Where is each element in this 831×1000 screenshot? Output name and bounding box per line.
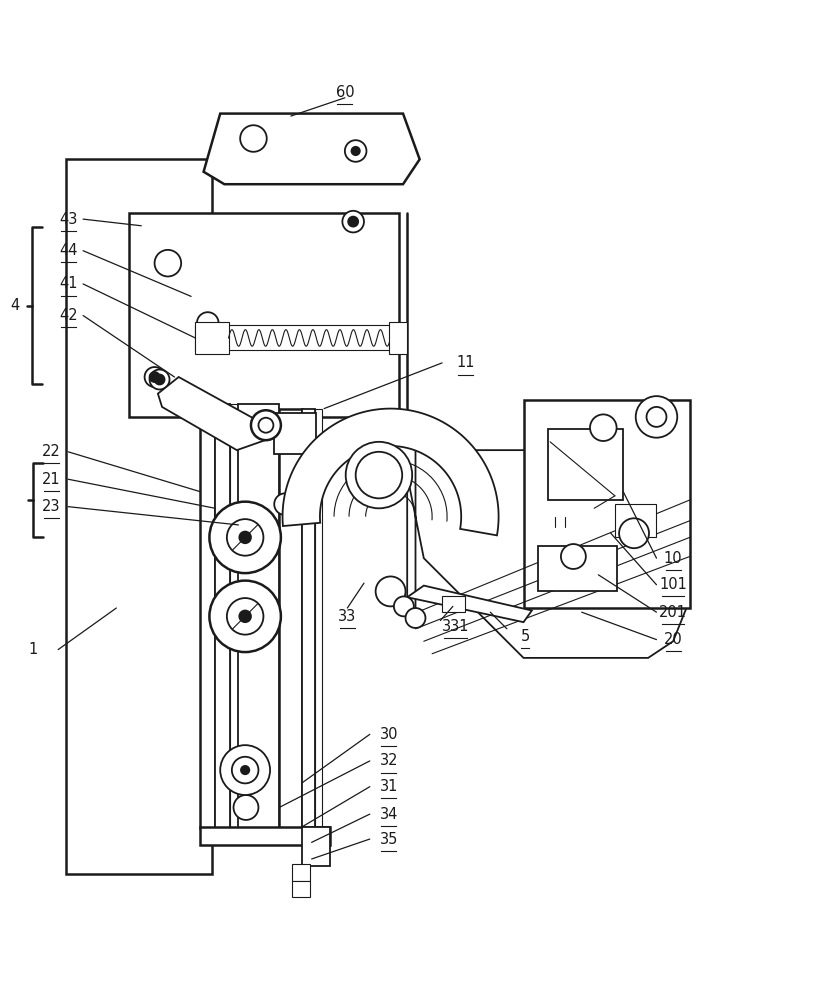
- Circle shape: [145, 367, 165, 387]
- Bar: [302, 409, 315, 828]
- Polygon shape: [407, 450, 690, 658]
- Circle shape: [352, 147, 360, 155]
- Circle shape: [348, 217, 358, 227]
- Circle shape: [356, 452, 402, 498]
- Circle shape: [346, 442, 412, 508]
- Text: 60: 60: [336, 85, 354, 100]
- Text: 44: 44: [59, 243, 77, 258]
- Circle shape: [342, 211, 364, 232]
- Circle shape: [619, 518, 649, 548]
- Bar: [129, 213, 399, 417]
- Text: 22: 22: [42, 444, 61, 459]
- Circle shape: [274, 493, 296, 515]
- Text: 30: 30: [380, 727, 398, 742]
- Text: 41: 41: [59, 276, 77, 291]
- Polygon shape: [407, 586, 532, 622]
- Bar: [215, 404, 230, 828]
- Circle shape: [232, 757, 258, 783]
- Text: 32: 32: [380, 753, 398, 768]
- Bar: [302, 827, 330, 866]
- Bar: [538, 546, 617, 591]
- Text: 201: 201: [659, 605, 687, 620]
- Circle shape: [209, 581, 281, 652]
- Text: 5: 5: [520, 629, 530, 644]
- Bar: [615, 504, 656, 537]
- Circle shape: [150, 370, 170, 389]
- Bar: [292, 864, 310, 881]
- Bar: [66, 159, 212, 874]
- Circle shape: [239, 532, 251, 543]
- Circle shape: [209, 502, 281, 573]
- Circle shape: [406, 608, 425, 628]
- Circle shape: [394, 596, 414, 616]
- Bar: [274, 413, 316, 454]
- Circle shape: [197, 312, 219, 334]
- Bar: [200, 827, 330, 845]
- Bar: [230, 404, 238, 828]
- Bar: [548, 429, 623, 500]
- Circle shape: [155, 375, 165, 384]
- Polygon shape: [204, 114, 420, 184]
- Bar: [195, 325, 391, 350]
- Bar: [389, 322, 407, 354]
- Circle shape: [590, 414, 617, 441]
- Circle shape: [241, 766, 249, 774]
- Text: 33: 33: [338, 609, 356, 624]
- Bar: [524, 400, 690, 608]
- Circle shape: [227, 598, 263, 635]
- Circle shape: [258, 418, 273, 433]
- Circle shape: [647, 407, 666, 427]
- Text: 101: 101: [659, 577, 687, 592]
- Bar: [315, 409, 322, 828]
- Bar: [292, 881, 310, 897]
- Circle shape: [220, 745, 270, 795]
- Circle shape: [150, 372, 160, 382]
- Text: 42: 42: [59, 308, 77, 323]
- Text: 4: 4: [10, 298, 20, 313]
- Circle shape: [239, 611, 251, 622]
- Text: 1: 1: [28, 642, 38, 657]
- Text: 35: 35: [380, 832, 398, 847]
- Text: 20: 20: [664, 632, 682, 647]
- Bar: [238, 404, 279, 828]
- Polygon shape: [283, 409, 499, 535]
- Circle shape: [345, 140, 366, 162]
- Circle shape: [561, 544, 586, 569]
- Circle shape: [636, 396, 677, 438]
- Text: 21: 21: [42, 472, 61, 487]
- Circle shape: [234, 795, 258, 820]
- Text: 34: 34: [380, 807, 398, 822]
- Text: 10: 10: [664, 551, 682, 566]
- Text: 31: 31: [380, 779, 398, 794]
- Text: 23: 23: [42, 499, 61, 514]
- Bar: [195, 322, 229, 354]
- Text: 331: 331: [441, 619, 470, 634]
- Circle shape: [240, 125, 267, 152]
- Text: 11: 11: [456, 355, 475, 370]
- Text: 43: 43: [59, 212, 77, 227]
- Polygon shape: [158, 377, 268, 450]
- Circle shape: [155, 250, 181, 276]
- Circle shape: [251, 410, 281, 440]
- Circle shape: [376, 576, 406, 606]
- Circle shape: [227, 519, 263, 556]
- Bar: [200, 404, 215, 828]
- Bar: [442, 596, 465, 612]
- Bar: [279, 409, 302, 828]
